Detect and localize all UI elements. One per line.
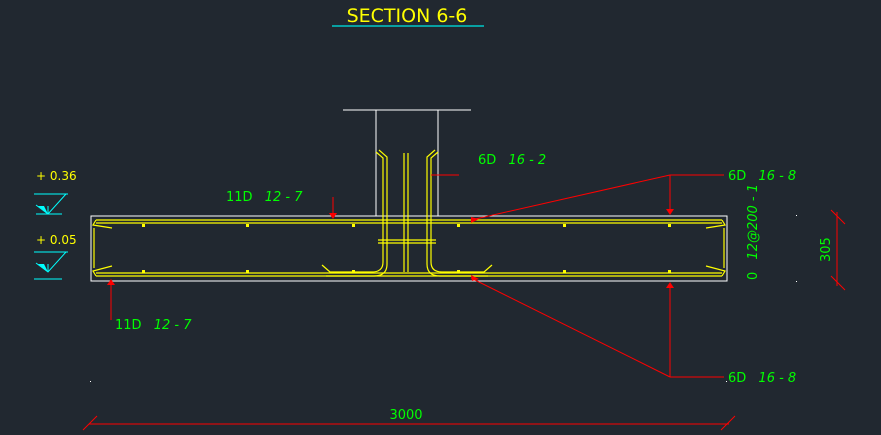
top-right-bars-label: 6D 16 - 8 (728, 169, 796, 184)
top-bars-label: 11D 12 - 7 (226, 190, 303, 205)
column-bars-label: 6D 16 - 2 (478, 153, 546, 168)
level-top-symbol (34, 193, 68, 215)
rebar-hooks (92, 219, 726, 277)
leader-lines (110, 174, 724, 378)
level-top-text: + 0.36 (36, 169, 77, 183)
level-marker-bottom: + 0.05 (34, 233, 77, 280)
stirrups-label: 0 12@200 - 1 (746, 184, 761, 280)
rebar-dots (142, 224, 671, 273)
bottom-right-bars-label: 6D 16 - 8 (728, 371, 796, 386)
width-dimension (82, 415, 736, 431)
height-dimension (830, 209, 846, 291)
width-dim-extension (90, 381, 727, 382)
level-bottom-fill (38, 264, 48, 272)
level-marker-top: + 0.36 (34, 169, 77, 215)
column-outline (343, 109, 471, 216)
height-dim-extension (796, 215, 797, 282)
footing-outline (90, 215, 728, 282)
level-top-fill (38, 206, 48, 214)
width-dimension-label: 3000 (389, 408, 422, 423)
bottom-bars-label: 11D 12 - 7 (115, 318, 192, 333)
bottom-rebar (96, 272, 722, 277)
leader-ticks (107, 209, 674, 288)
level-bottom-text: + 0.05 (36, 233, 77, 247)
section-title: SECTION 6-6 (347, 5, 468, 27)
column-rebar (321, 149, 493, 277)
height-dimension-label: 305 (819, 237, 834, 262)
top-rebar (96, 219, 722, 224)
level-bottom-symbol (34, 251, 68, 280)
